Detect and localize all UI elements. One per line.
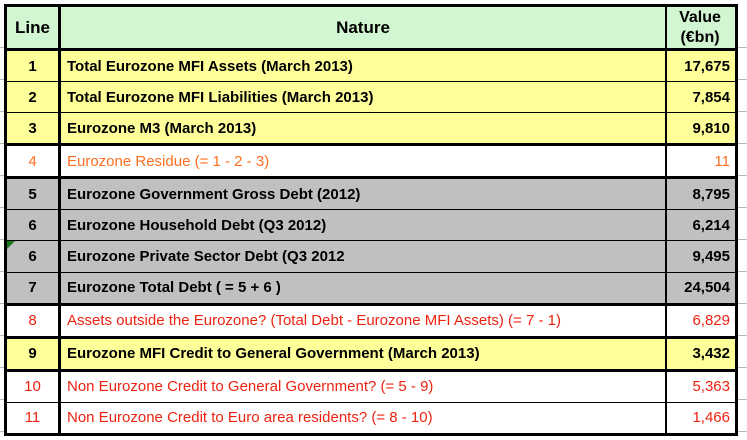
nature-cell[interactable]: Non Eurozone Credit to Euro area residen… [61, 402, 667, 433]
line-number-cell[interactable]: 6 [7, 241, 61, 272]
nature-cell[interactable]: Eurozone MFI Credit to General Governmen… [61, 338, 667, 369]
table-row: 2 Total Eurozone MFI Liabilities (March … [7, 82, 735, 114]
line-number-cell[interactable]: 2 [7, 82, 61, 113]
table-body: 1 Total Eurozone MFI Assets (March 2013)… [7, 51, 735, 433]
col-header-value-line1: Value [679, 9, 721, 27]
value-cell[interactable]: 6,829 [692, 312, 730, 330]
line-number-cell[interactable]: 3 [7, 113, 61, 144]
nature-cell[interactable]: Eurozone M3 (March 2013) [61, 113, 667, 144]
value-cell[interactable]: 7,854 [692, 88, 730, 106]
grid-margin-left [0, 0, 4, 440]
line-number-cell[interactable]: 6 [7, 210, 61, 241]
table-header-row: Line Nature Value (€bn) [7, 7, 735, 51]
value-cell[interactable]: 17,675 [684, 57, 730, 75]
nature-cell[interactable]: Total Eurozone MFI Liabilities (March 20… [61, 82, 667, 113]
table-row: 8 Assets outside the Eurozone? (Total De… [7, 305, 735, 339]
value-cell[interactable]: 1,466 [692, 409, 730, 427]
col-header-line[interactable]: Line [7, 7, 61, 48]
value-cell[interactable]: 9,810 [692, 119, 730, 137]
nature-cell[interactable]: Non Eurozone Credit to General Governmen… [61, 371, 667, 402]
line-number-cell[interactable]: 4 [7, 146, 61, 177]
nature-cell[interactable]: Eurozone Residue (= 1 - 2 - 3) [61, 146, 667, 177]
line-number-cell[interactable]: 11 [7, 402, 61, 433]
line-number-cell[interactable]: 9 [7, 338, 61, 369]
grid-margin-right [738, 0, 747, 440]
value-cell[interactable]: 6,214 [692, 216, 730, 234]
nature-cell[interactable]: Eurozone Government Gross Debt (2012) [61, 179, 667, 210]
line-number-cell[interactable]: 10 [7, 371, 61, 402]
col-header-nature[interactable]: Nature [61, 7, 667, 48]
comment-indicator-icon [7, 241, 15, 250]
table-row: 10 Non Eurozone Credit to General Govern… [7, 371, 735, 403]
table-row: 6 Eurozone Private Sector Debt (Q3 2012 … [7, 241, 735, 273]
table-row: 4 Eurozone Residue (= 1 - 2 - 3) 11 [7, 146, 735, 180]
line-number-cell[interactable]: 8 [7, 305, 61, 336]
eurozone-debt-table: Line Nature Value (€bn) 1 Total Eurozone… [4, 4, 738, 436]
value-cell[interactable]: 24,504 [684, 279, 730, 297]
table-row: 7 Eurozone Total Debt ( = 5 + 6 ) 24,504 [7, 272, 735, 306]
table-row: 9 Eurozone MFI Credit to General Governm… [7, 338, 735, 372]
nature-cell[interactable]: Total Eurozone MFI Assets (March 2013) [61, 51, 667, 82]
value-cell[interactable]: 9,495 [692, 248, 730, 265]
line-number-cell[interactable]: 7 [7, 272, 61, 303]
col-header-value[interactable]: Value (€bn) [667, 7, 735, 48]
table-row: 3 Eurozone M3 (March 2013) 9,810 [7, 113, 735, 147]
value-cell[interactable]: 11 [714, 152, 730, 170]
col-header-value-line2: (€bn) [680, 28, 720, 46]
value-cell[interactable]: 3,432 [692, 345, 730, 363]
table-row: 6 Eurozone Household Debt (Q3 2012) 6,21… [7, 210, 735, 242]
nature-cell[interactable]: Eurozone Private Sector Debt (Q3 2012 [61, 241, 667, 272]
nature-cell[interactable]: Eurozone Household Debt (Q3 2012) [61, 210, 667, 241]
table-row: 1 Total Eurozone MFI Assets (March 2013)… [7, 51, 735, 83]
nature-cell[interactable]: Eurozone Total Debt ( = 5 + 6 ) [61, 272, 667, 303]
nature-cell[interactable]: Assets outside the Eurozone? (Total Debt… [61, 305, 667, 336]
line-number-cell[interactable]: 5 [7, 179, 61, 210]
value-cell[interactable]: 8,795 [692, 185, 730, 203]
line-number-cell[interactable]: 1 [7, 51, 61, 82]
table-row: 11 Non Eurozone Credit to Euro area resi… [7, 402, 735, 433]
value-cell[interactable]: 5,363 [692, 378, 730, 396]
table-row: 5 Eurozone Government Gross Debt (2012) … [7, 179, 735, 211]
